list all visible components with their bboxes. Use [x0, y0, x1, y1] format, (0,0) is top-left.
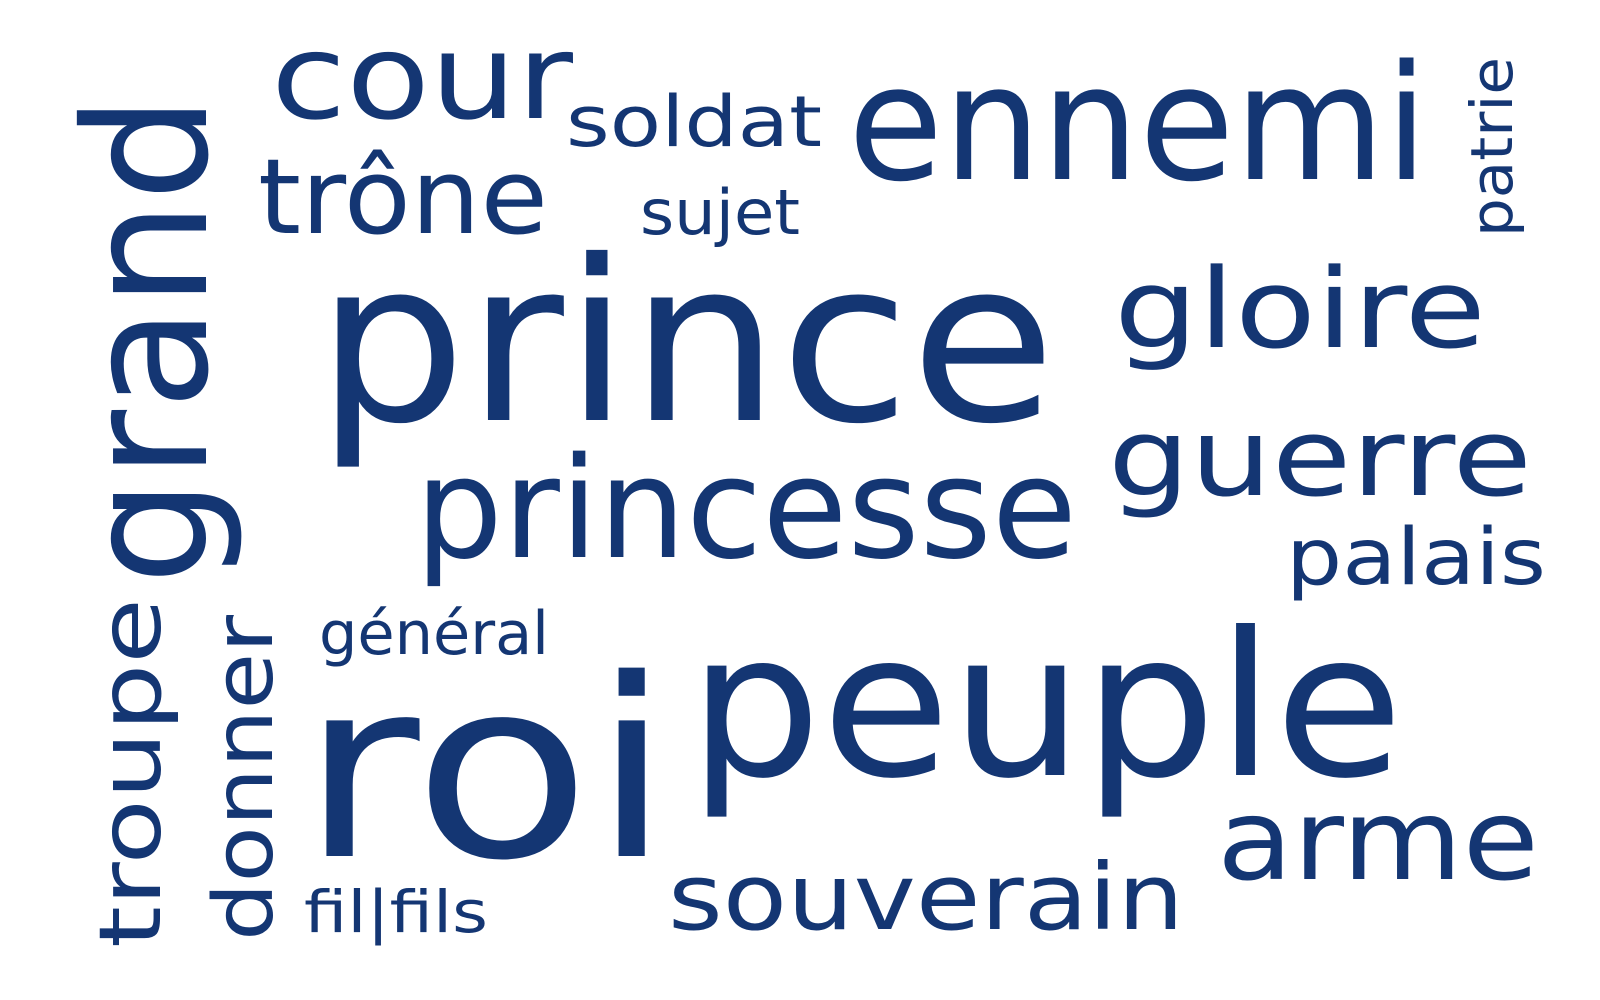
word-troupe: troupe	[81, 598, 181, 948]
word-ennemi: ennemi	[848, 30, 1428, 217]
word-palais: palais	[1286, 513, 1546, 603]
word-peuple: peuple	[689, 590, 1404, 823]
word-fil-fils: fil|fils	[304, 878, 488, 946]
word-arme: arme	[1217, 776, 1539, 906]
word-prince: prince	[316, 212, 1056, 473]
word-general: général	[319, 599, 549, 669]
word-gloire: gloire	[1114, 245, 1486, 373]
word-guerre: guerre	[1108, 396, 1532, 521]
word-souverain: souverain	[668, 844, 1184, 951]
word-patrie: patrie	[1458, 57, 1526, 237]
word-sujet: sujet	[640, 176, 800, 249]
word-grand: grand	[49, 95, 247, 585]
word-princesse: princesse	[415, 428, 1077, 591]
word-soldat: soldat	[566, 81, 822, 163]
word-roi: roi	[300, 627, 672, 915]
word-cour: cour	[271, 8, 574, 146]
word-donner: donner	[197, 615, 292, 941]
word-trone: trône	[258, 136, 548, 258]
